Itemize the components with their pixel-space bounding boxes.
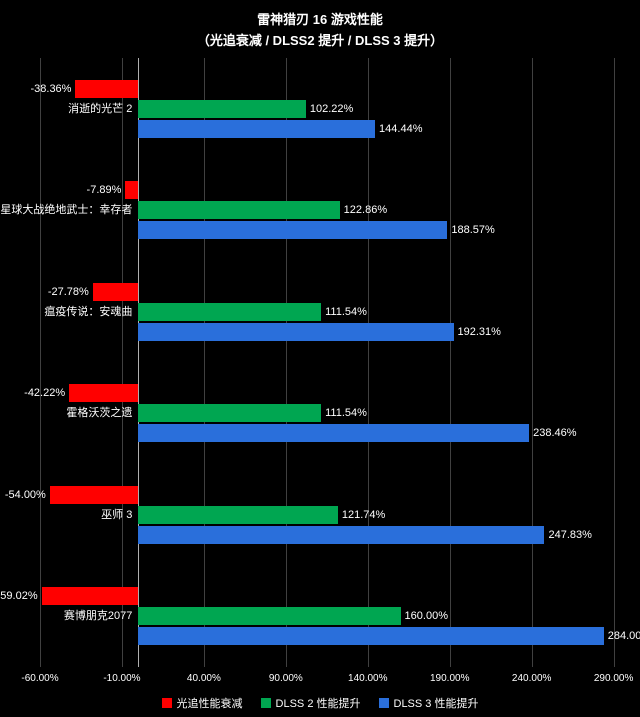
legend-label: DLSS 2 性能提升 xyxy=(276,695,361,711)
grid-line xyxy=(450,58,451,667)
x-tick-label: -60.00% xyxy=(21,673,58,684)
bar-value-label: 122.86% xyxy=(344,201,387,219)
bar xyxy=(75,80,138,98)
category-label: 赛博朋克2077 xyxy=(64,607,132,625)
legend-label: 光追性能衰减 xyxy=(177,695,243,711)
grid-line xyxy=(40,58,41,667)
grid-line xyxy=(122,58,123,667)
category-label: 星球大战绝地武士：幸存者 xyxy=(0,201,132,219)
bar-value-label: -42.22% xyxy=(24,384,65,402)
grid-line xyxy=(368,58,369,667)
x-tick-label: 40.00% xyxy=(187,673,221,684)
x-tick-label: 190.00% xyxy=(430,673,469,684)
bar xyxy=(125,181,138,199)
bar xyxy=(138,100,306,118)
bar-value-label: -54.00% xyxy=(5,486,46,504)
bar xyxy=(138,424,529,442)
bar xyxy=(138,526,544,544)
legend-item: DLSS 3 性能提升 xyxy=(379,695,479,711)
grid-line xyxy=(204,58,205,667)
bar xyxy=(69,384,138,402)
bar xyxy=(138,627,603,645)
x-tick-label: 240.00% xyxy=(512,673,551,684)
bar-value-label: 284.00% xyxy=(608,627,640,645)
bar-value-label: -59.02% xyxy=(0,587,38,605)
category-label: 霍格沃茨之遗 xyxy=(66,404,132,422)
chart-title-line1: 雷神猎刃 16 游戏性能 xyxy=(0,10,640,30)
bar xyxy=(138,120,375,138)
bar xyxy=(138,201,339,219)
bar xyxy=(42,587,139,605)
bar xyxy=(138,506,338,524)
plot-area: -60.00%-10.00%40.00%90.00%140.00%190.00%… xyxy=(40,58,630,667)
bar xyxy=(138,404,321,422)
bar-value-label: 111.54% xyxy=(325,303,367,321)
bar xyxy=(138,303,321,321)
grid-line xyxy=(614,58,615,667)
category-label: 巫师 3 xyxy=(101,506,132,524)
bar xyxy=(138,607,400,625)
category-label: 瘟疫传说：安魂曲 xyxy=(44,303,132,321)
bar xyxy=(138,323,453,341)
bar-value-label: 192.31% xyxy=(458,323,501,341)
bar xyxy=(50,486,139,504)
bar xyxy=(138,221,447,239)
bar-value-label: -7.89% xyxy=(87,181,122,199)
legend-swatch-icon xyxy=(162,698,172,708)
grid-line xyxy=(532,58,533,667)
bar-value-label: -38.36% xyxy=(30,80,71,98)
x-tick-label: 90.00% xyxy=(269,673,303,684)
legend-item: 光追性能衰减 xyxy=(162,695,243,711)
bar-value-label: 238.46% xyxy=(533,424,576,442)
chart-title-line2: （光追衰减 / DLSS2 提升 / DLSS 3 提升） xyxy=(0,30,640,49)
chart-legend: 光追性能衰减 DLSS 2 性能提升 DLSS 3 性能提升 xyxy=(0,695,640,711)
bar-value-label: 102.22% xyxy=(310,100,353,118)
legend-swatch-icon xyxy=(379,698,389,708)
performance-chart: 雷神猎刃 16 游戏性能 （光追衰减 / DLSS2 提升 / DLSS 3 提… xyxy=(0,0,640,717)
bar-value-label: -27.78% xyxy=(48,283,89,301)
bar xyxy=(93,283,139,301)
bar-value-label: 188.57% xyxy=(451,221,494,239)
grid-line xyxy=(286,58,287,667)
bar-value-label: 160.00% xyxy=(405,607,448,625)
x-tick-label: -10.00% xyxy=(103,673,140,684)
x-tick-label: 140.00% xyxy=(348,673,387,684)
bar-value-label: 144.44% xyxy=(379,120,422,138)
bar-value-label: 121.74% xyxy=(342,506,385,524)
legend-swatch-icon xyxy=(261,698,271,708)
zero-axis xyxy=(138,58,139,667)
bar-value-label: 247.83% xyxy=(548,526,591,544)
legend-label: DLSS 3 性能提升 xyxy=(394,695,479,711)
bar-value-label: 111.54% xyxy=(325,404,367,422)
x-tick-label: 290.00% xyxy=(594,673,633,684)
category-label: 消逝的光芒 2 xyxy=(68,100,132,118)
legend-item: DLSS 2 性能提升 xyxy=(261,695,361,711)
